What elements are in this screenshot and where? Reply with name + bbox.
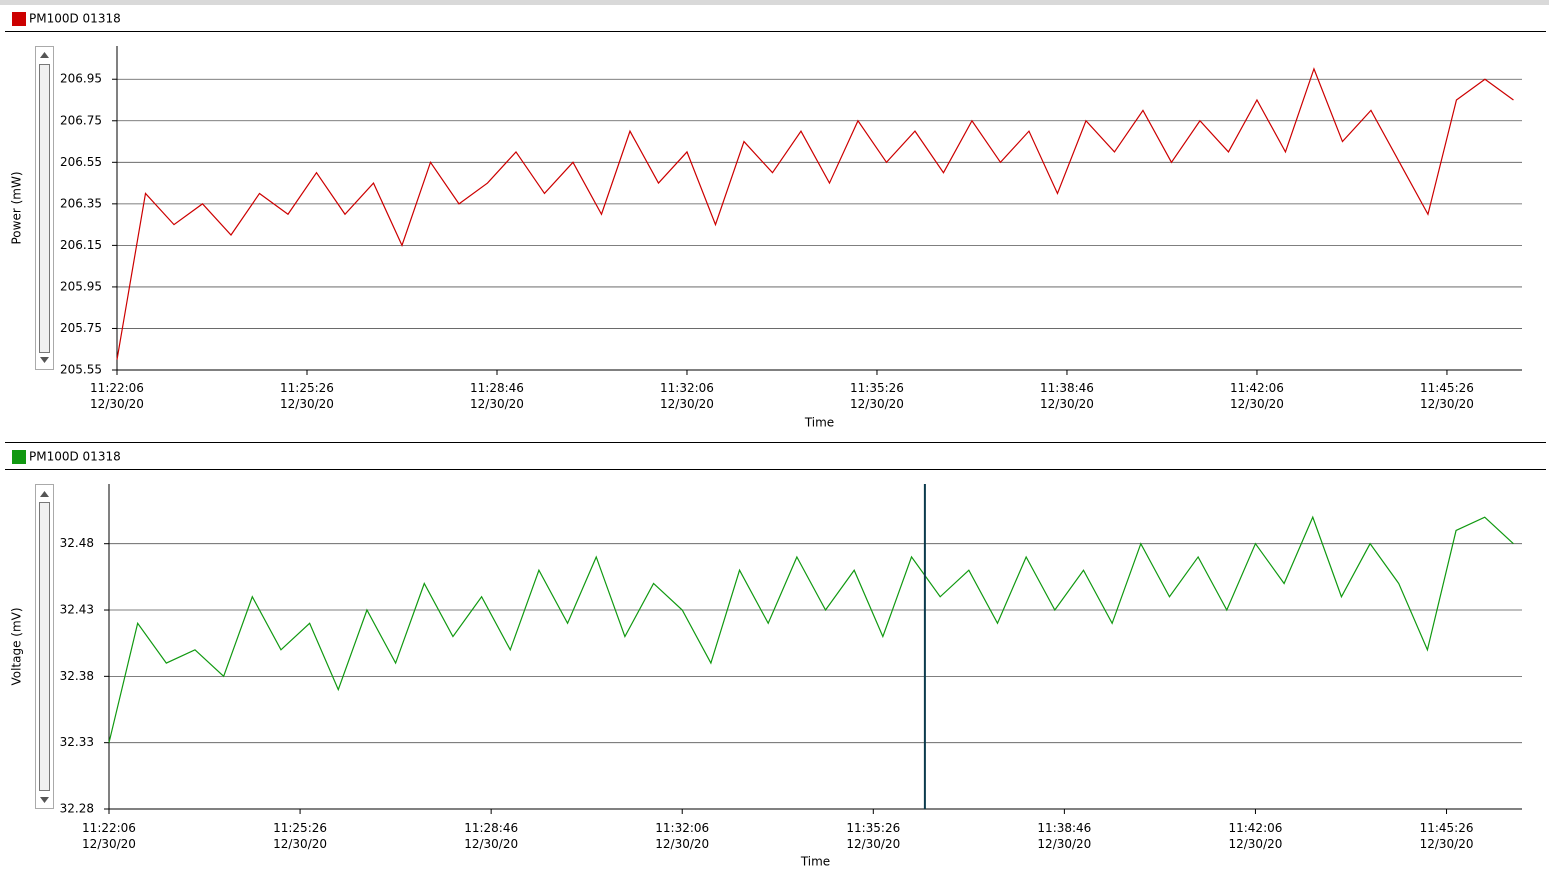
x-tick-label: 11:32:06 12/30/20 bbox=[660, 381, 714, 411]
x-tick-label: 11:45:26 12/30/20 bbox=[1419, 381, 1474, 411]
y-tick-label: 32.38 bbox=[60, 669, 94, 683]
x-tick-label: 11:32:06 12/30/20 bbox=[655, 821, 710, 851]
x-tick-label: 11:35:26 12/30/20 bbox=[846, 821, 901, 851]
x-tick-label: 11:42:06 12/30/20 bbox=[1230, 381, 1284, 411]
x-tick-label: 11:35:26 12/30/20 bbox=[850, 381, 904, 411]
x-axis-label: Time bbox=[804, 416, 834, 430]
data-line bbox=[108, 515, 1514, 743]
y-tick-label: 206.55 bbox=[60, 155, 102, 169]
x-tick-label: 11:25:26 12/30/20 bbox=[280, 381, 334, 411]
data-line bbox=[116, 67, 1514, 360]
scrollbar[interactable] bbox=[35, 484, 54, 809]
y-axis-label: Voltage (mV) bbox=[10, 607, 24, 685]
top-strip bbox=[0, 0, 1549, 5]
x-tick-label: 11:22:06 12/30/20 bbox=[82, 821, 136, 851]
x-tick-label: 11:28:46 12/30/20 bbox=[464, 821, 519, 851]
x-tick-label: 11:45:26 12/30/20 bbox=[1419, 821, 1474, 851]
y-tick-label: 206.95 bbox=[60, 72, 102, 86]
x-axis-label: Time bbox=[800, 855, 830, 869]
legend-label: PM100D 01318 bbox=[29, 450, 121, 464]
y-tick-label: 32.48 bbox=[60, 536, 94, 550]
y-tick-label: 206.35 bbox=[60, 196, 102, 210]
y-tick-label: 205.55 bbox=[60, 363, 102, 377]
y-tick-label: 32.43 bbox=[60, 603, 94, 617]
x-tick-label: 11:25:26 12/30/20 bbox=[273, 821, 328, 851]
scrollbar[interactable] bbox=[35, 46, 54, 370]
y-tick-label: 205.95 bbox=[60, 279, 102, 293]
y-tick-label: 32.33 bbox=[60, 735, 94, 749]
y-axis-label: Power (mW) bbox=[10, 171, 24, 244]
y-tick-label: 32.28 bbox=[60, 802, 94, 816]
y-tick-label: 206.15 bbox=[60, 238, 102, 252]
x-tick-label: 11:28:46 12/30/20 bbox=[470, 381, 524, 411]
x-tick-label: 11:22:06 12/30/20 bbox=[90, 381, 144, 411]
x-tick-label: 11:38:46 12/30/20 bbox=[1037, 821, 1092, 851]
y-tick-label: 205.75 bbox=[60, 321, 102, 335]
legend-label: PM100D 01318 bbox=[29, 12, 121, 26]
x-tick-label: 11:42:06 12/30/20 bbox=[1228, 821, 1283, 851]
legend-swatch bbox=[12, 450, 26, 464]
x-tick-label: 11:38:46 12/30/20 bbox=[1040, 381, 1094, 411]
legend-swatch bbox=[12, 12, 26, 26]
y-tick-label: 206.75 bbox=[60, 113, 102, 127]
